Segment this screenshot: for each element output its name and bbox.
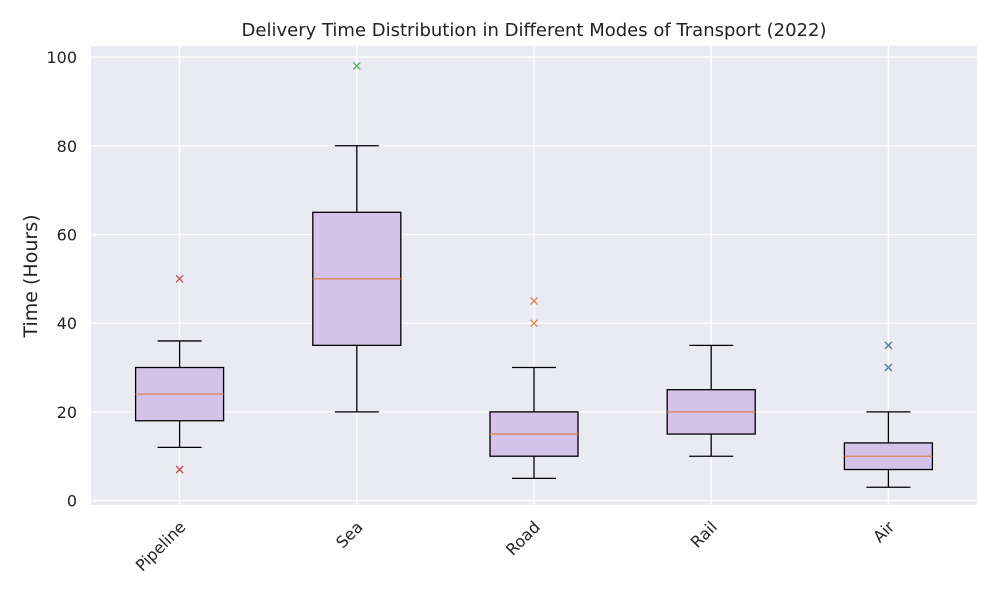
chart-title: Delivery Time Distribution in Different … bbox=[242, 20, 827, 41]
box-air bbox=[843, 341, 934, 488]
outlier-marker bbox=[175, 465, 184, 474]
x-tick-label: Sea bbox=[332, 517, 367, 552]
box-sea bbox=[312, 61, 402, 413]
y-tick-label: 20 bbox=[57, 403, 77, 422]
box-road bbox=[489, 297, 579, 480]
y-tick-label: 40 bbox=[57, 314, 77, 333]
outlier-marker bbox=[884, 363, 893, 372]
box-series bbox=[134, 61, 934, 488]
y-tick-label: 80 bbox=[57, 137, 77, 156]
outlier-marker bbox=[530, 319, 538, 328]
y-tick-label: 100 bbox=[46, 48, 77, 67]
outlier-marker bbox=[352, 61, 361, 70]
x-tick-label: Rail bbox=[687, 517, 721, 551]
y-axis-ticks: 0 20 40 60 80 100 bbox=[46, 48, 77, 510]
x-axis-ticks: Pipeline Sea Road Rail Air bbox=[132, 517, 899, 575]
y-tick-label: 0 bbox=[67, 492, 77, 511]
x-tick-label: Road bbox=[502, 517, 544, 559]
outlier-marker bbox=[530, 297, 538, 305]
y-tick-label: 60 bbox=[57, 225, 77, 244]
outlier-marker bbox=[175, 274, 184, 283]
box-pipeline bbox=[134, 274, 225, 474]
box-rail bbox=[666, 344, 756, 457]
y-axis-label: Time (Hours) bbox=[20, 214, 42, 338]
x-tick-label: Air bbox=[869, 517, 898, 546]
x-tick-label: Pipeline bbox=[132, 517, 190, 575]
outlier-marker bbox=[884, 341, 893, 350]
